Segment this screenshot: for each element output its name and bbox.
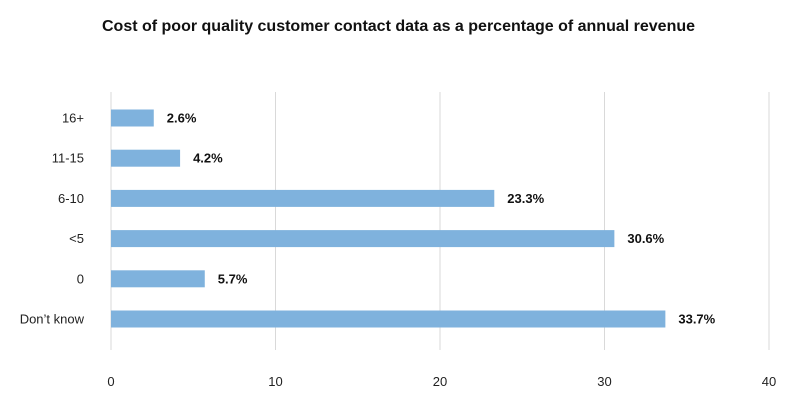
category-label: <5 xyxy=(69,231,84,246)
category-label: 11-15 xyxy=(52,151,84,166)
bar xyxy=(111,270,205,288)
bar xyxy=(111,310,666,328)
value-label: 5.7% xyxy=(218,271,248,286)
value-label: 2.6% xyxy=(167,111,197,126)
x-tick-label: 10 xyxy=(268,374,282,389)
value-labels: 2.6% 4.2% 23.3% 30.6% 5.7% 33.7% xyxy=(167,111,716,327)
chart-title: Cost of poor quality customer contact da… xyxy=(101,18,696,35)
category-label: 6-10 xyxy=(58,191,84,206)
value-label: 4.2% xyxy=(193,151,223,166)
category-labels: 16+ 11-15 6-10 <5 0 Don’t know xyxy=(20,111,85,327)
bar xyxy=(111,230,615,248)
x-axis-ticks: 0 10 20 30 40 xyxy=(107,374,776,389)
category-label: 16+ xyxy=(62,111,84,126)
bar xyxy=(111,109,154,127)
category-label: 0 xyxy=(77,271,84,286)
x-tick-label: 20 xyxy=(433,374,447,389)
bar xyxy=(111,149,181,167)
value-label: 33.7% xyxy=(678,312,715,327)
bars xyxy=(111,109,666,328)
gridlines xyxy=(110,92,770,350)
x-tick-label: 0 xyxy=(107,374,114,389)
x-tick-label: 30 xyxy=(597,374,611,389)
value-label: 23.3% xyxy=(507,191,544,206)
bar xyxy=(111,189,495,207)
value-label: 30.6% xyxy=(627,231,664,246)
x-tick-label: 40 xyxy=(762,374,776,389)
category-label: Don’t know xyxy=(20,312,85,327)
